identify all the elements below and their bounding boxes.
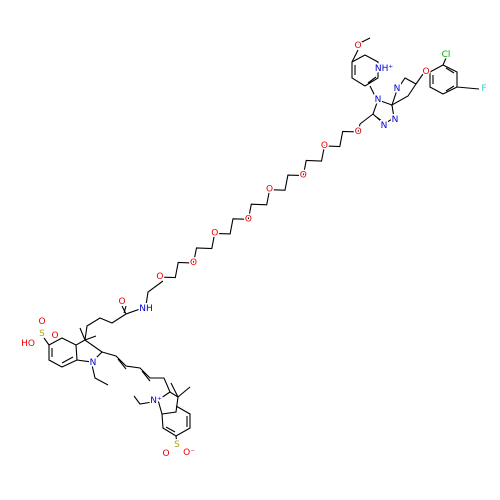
methoxy: [351, 37, 371, 63]
amide-chain: [84, 280, 164, 341]
bonds: [43, 37, 480, 445]
aryl-ring: [429, 57, 480, 95]
atom-label: O: [162, 449, 169, 459]
atom-label: O: [300, 171, 307, 181]
atom-label: O: [245, 214, 252, 224]
atom-label: S: [174, 440, 180, 450]
atom-label: N: [392, 115, 399, 125]
atom-label: NH⁺: [375, 64, 394, 74]
atom-label: O⁻: [183, 448, 195, 458]
atom-label: O: [51, 331, 58, 341]
atom-label: N⁺: [150, 396, 162, 406]
indolium-right: [133, 382, 191, 445]
atom-label: S: [39, 329, 45, 339]
atom-label: O: [321, 141, 328, 151]
peg-chain: [159, 123, 361, 279]
azetidine: [391, 73, 424, 107]
atom-label: O: [422, 67, 429, 77]
linker: [359, 113, 374, 125]
atom-label: O: [118, 297, 125, 307]
indoline-left: [43, 327, 109, 386]
atom-label: N: [381, 121, 388, 131]
atom-label: NH: [139, 304, 153, 314]
atom-label: N: [394, 84, 401, 94]
atom-label: F: [481, 84, 486, 94]
atom-label: N: [90, 358, 97, 368]
atom-label: O: [190, 258, 197, 268]
atom-label: O: [156, 272, 163, 282]
atom-label: O: [211, 228, 218, 238]
atom-label: O: [266, 185, 273, 195]
polymethine: [101, 351, 171, 393]
atom-label: Cl: [442, 50, 451, 60]
triazole-ring: [372, 99, 395, 125]
pyr-triazole: [369, 85, 377, 99]
atom-label: O: [38, 317, 45, 327]
atom-label: HO: [21, 339, 35, 349]
atom-label: O: [354, 41, 361, 51]
atom-label: O: [355, 127, 362, 137]
atom-label: N: [375, 95, 382, 105]
